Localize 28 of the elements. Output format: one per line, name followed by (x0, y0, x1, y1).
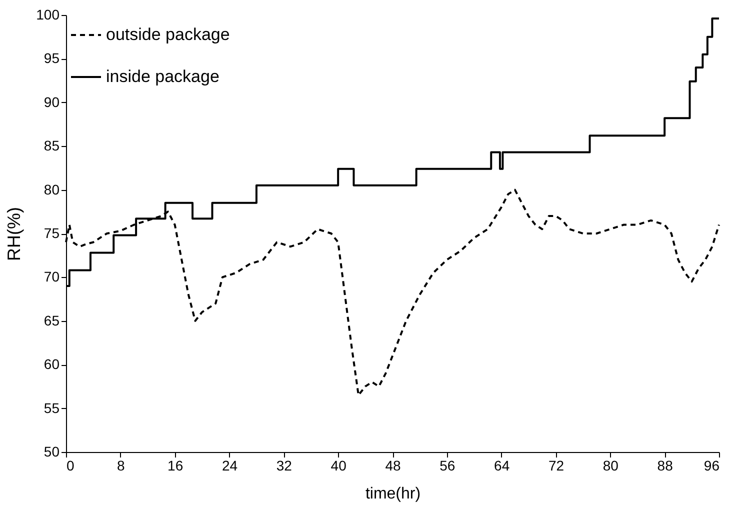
y-tick-label: 75 (44, 225, 60, 241)
x-tick-label: 96 (704, 458, 720, 474)
x-tick-label: 64 (494, 458, 510, 474)
legend-label: inside package (106, 67, 220, 86)
x-tick-label: 88 (657, 458, 674, 474)
x-tick-label: 32 (276, 458, 292, 474)
x-tick-label: 40 (330, 458, 347, 474)
x-tick-label: 16 (168, 458, 184, 474)
y-tick-label: 50 (44, 444, 60, 460)
x-tick-label: 56 (440, 458, 456, 474)
x-tick-label: 48 (385, 458, 401, 474)
y-tick-label: 100 (36, 6, 60, 22)
y-tick-label: 80 (44, 181, 60, 198)
x-tick-label: 0 (66, 458, 74, 474)
y-tick-label: 55 (44, 400, 60, 416)
y-tick-label: 95 (44, 50, 60, 66)
y-tick-label: 60 (44, 356, 60, 372)
y-axis-title: RH(%) (4, 207, 24, 261)
y-tick-label: 90 (44, 94, 60, 110)
y-tick-label: 85 (44, 138, 60, 154)
legend-label: outside package (106, 25, 230, 44)
y-tick-label: 65 (44, 312, 60, 328)
x-tick-label: 80 (602, 458, 619, 474)
x-tick-label: 8 (117, 458, 126, 474)
x-tick-label: 24 (222, 458, 238, 474)
y-tick-label: 70 (44, 268, 60, 285)
x-tick-label: 72 (548, 458, 564, 474)
x-axis-title: time(hr) (365, 486, 421, 502)
